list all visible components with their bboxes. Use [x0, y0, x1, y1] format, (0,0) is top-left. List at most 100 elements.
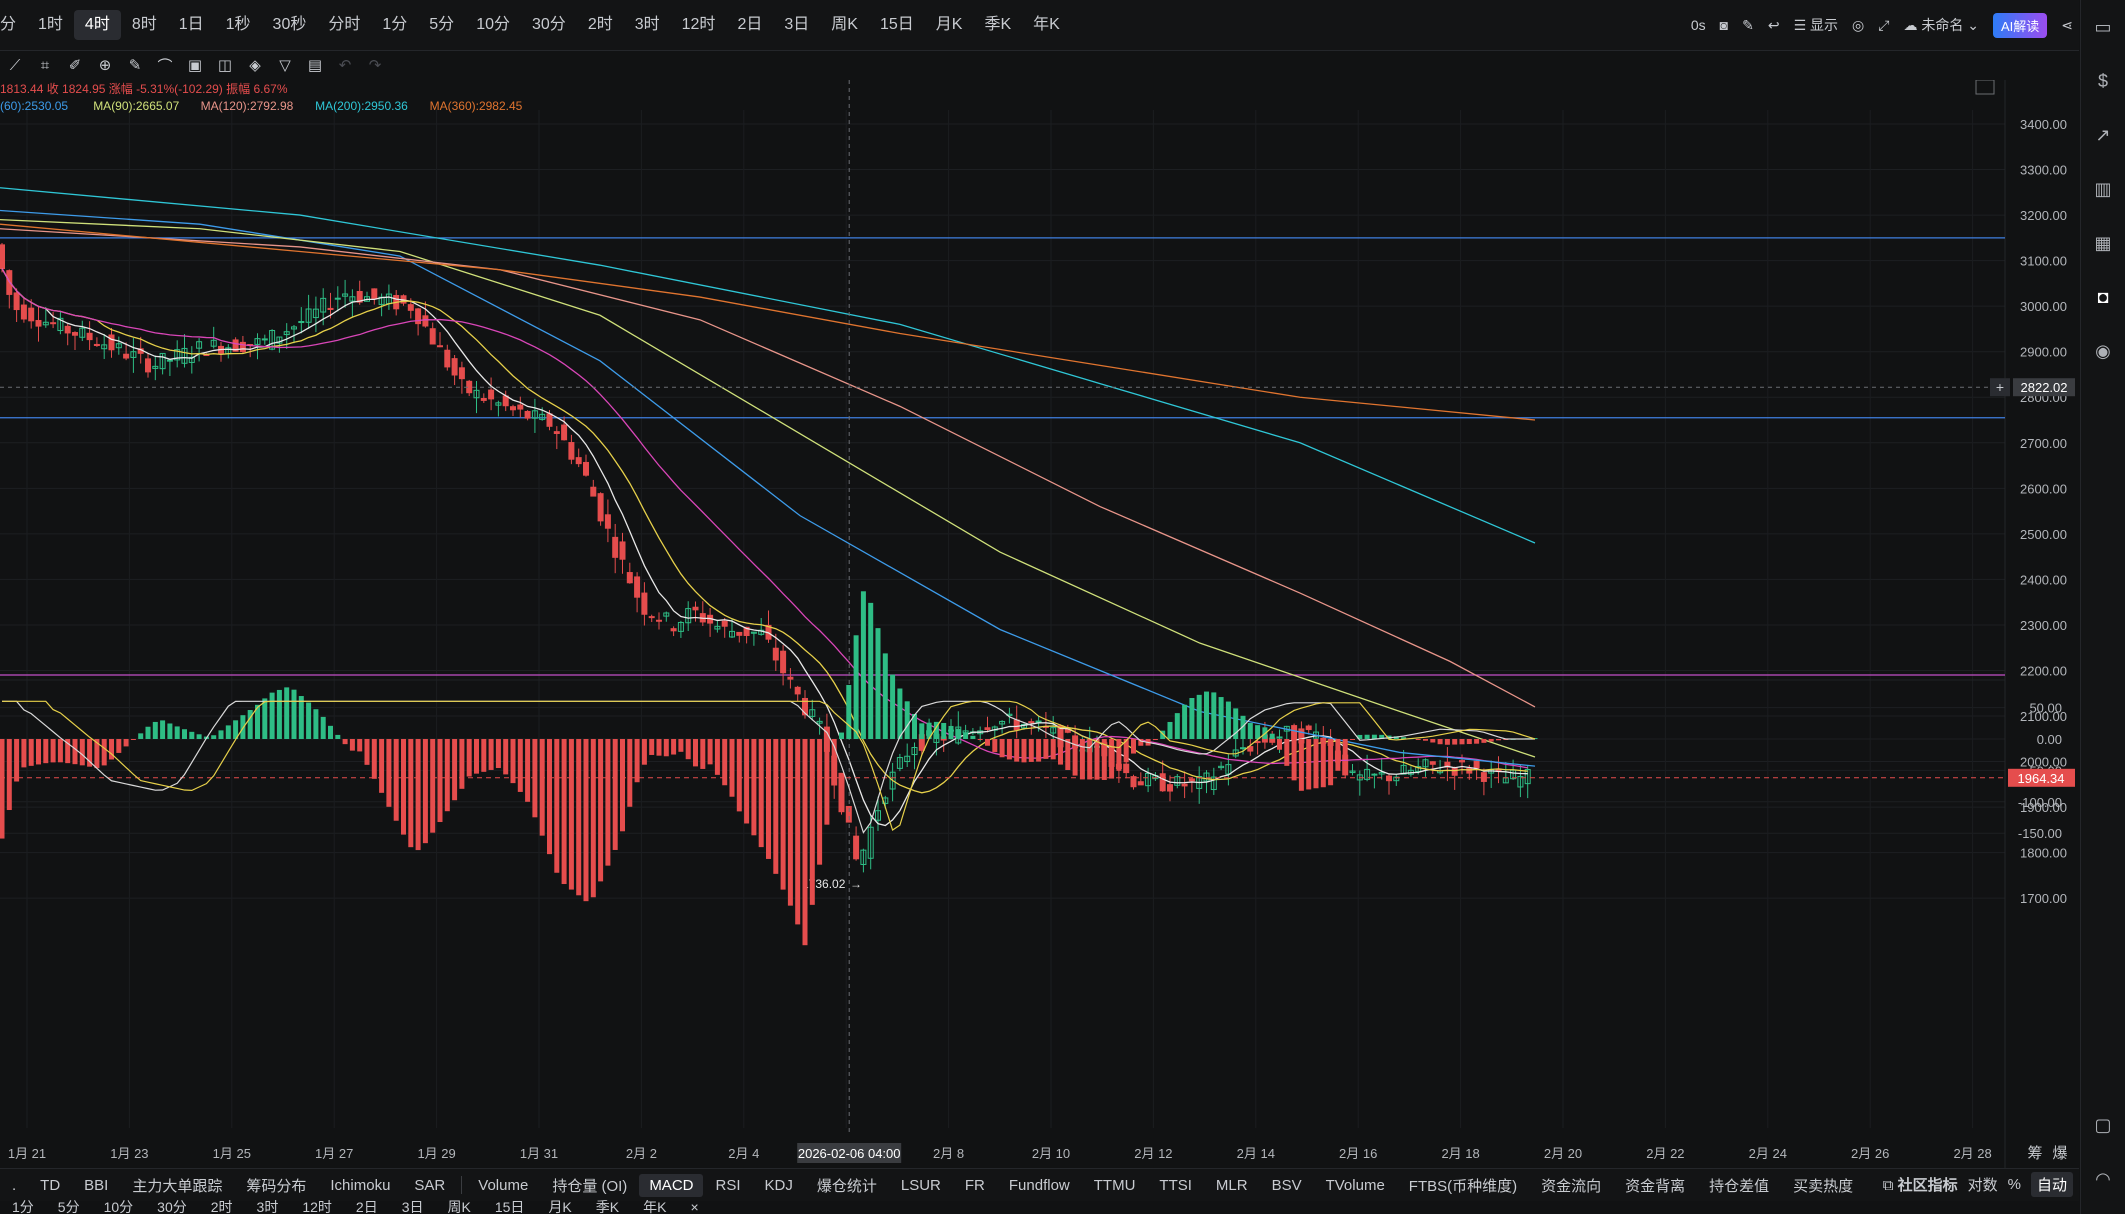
percent-toggle[interactable]: %: [2007, 1175, 2021, 1193]
indicator-20[interactable]: FTBS(币种维度): [1408, 1177, 1518, 1195]
timeframe-4[interactable]: 1日: [178, 16, 204, 33]
line-tool-icon[interactable]: ⟋: [9, 56, 21, 74]
zoom-tool-icon[interactable]: ⊕: [98, 57, 112, 74]
redo-icon[interactable]: ↷: [368, 57, 382, 74]
visibility-tool-icon[interactable]: ◫: [217, 57, 233, 74]
bottom-timeframe-9[interactable]: 周K: [447, 1200, 471, 1214]
indicator-21[interactable]: 资金流向: [1541, 1177, 1602, 1195]
indicator-4[interactable]: Ichimoku: [330, 1176, 391, 1194]
bottom-timeframe-4[interactable]: 2时: [210, 1200, 233, 1214]
bottom-timeframe-5[interactable]: 3时: [256, 1200, 279, 1214]
magnet-tool-icon[interactable]: ⌒: [157, 57, 173, 75]
bottom-timeframe-13[interactable]: 年K: [643, 1200, 667, 1214]
panel-icon[interactable]: ▢: [2094, 1114, 2112, 1135]
bottom-timeframe-8[interactable]: 3日: [401, 1200, 424, 1214]
community-indicator-button[interactable]: ⧉ 社区指标: [1882, 1176, 1958, 1194]
indicator-3[interactable]: 筹码分布: [246, 1177, 307, 1195]
indicator-24[interactable]: 买卖热度: [1793, 1177, 1854, 1195]
indicator-17[interactable]: MLR: [1215, 1176, 1248, 1194]
add-alert-button[interactable]: [1990, 378, 2010, 397]
indicator-15[interactable]: TTMU: [1093, 1176, 1136, 1194]
timeframe-18[interactable]: 15日: [879, 16, 914, 33]
ruler-tool-icon[interactable]: ✐: [68, 57, 82, 74]
corner-label-b[interactable]: 爆: [2052, 1145, 2067, 1162]
bottom-timeframe-1[interactable]: 5分: [57, 1200, 80, 1214]
indicator-7[interactable]: 持仓量 (OI): [552, 1177, 628, 1195]
ai-button[interactable]: AI解读: [1992, 12, 2048, 38]
fullscreen-icon[interactable]: ⤢: [1878, 16, 1890, 33]
dollar-icon[interactable]: $: [2097, 70, 2108, 91]
depth-icon[interactable]: ▦: [2094, 232, 2112, 253]
crop-tool-icon[interactable]: ⌗: [40, 56, 50, 74]
timeframe-11[interactable]: 30分: [532, 16, 566, 33]
indicator-22[interactable]: 资金背离: [1625, 1177, 1686, 1195]
indicator-11[interactable]: 爆仓统计: [816, 1177, 877, 1195]
indicator-13[interactable]: FR: [964, 1176, 985, 1194]
timeframe-1[interactable]: 1时: [38, 16, 63, 33]
timeframe-10[interactable]: 10分: [476, 16, 510, 33]
timeframe-17[interactable]: 周K: [831, 16, 858, 33]
corner-label-a[interactable]: 筹: [2027, 1145, 2042, 1162]
bottom-timeframe-3[interactable]: 30分: [157, 1200, 187, 1214]
layout-button[interactable]: ☁ 未命名 ⌄: [1903, 17, 1979, 33]
indicator-12[interactable]: LSUR: [900, 1176, 941, 1194]
headset-icon[interactable]: ◠: [2095, 1168, 2111, 1189]
timeframe-9[interactable]: 5分: [429, 16, 455, 33]
bottom-timeframe-2[interactable]: 10分: [103, 1200, 134, 1214]
indicator-23[interactable]: 持仓差值: [1709, 1177, 1770, 1195]
timeframe-16[interactable]: 3日: [784, 16, 810, 33]
bottom-timeframe-11[interactable]: 月K: [548, 1200, 572, 1214]
indicator-10[interactable]: KDJ: [764, 1176, 793, 1194]
settings-icon[interactable]: ◎: [1852, 16, 1865, 33]
indicator-1[interactable]: BBI: [84, 1176, 109, 1194]
indicator-14[interactable]: Fundflow: [1008, 1176, 1070, 1194]
log-toggle[interactable]: 对数: [1967, 1176, 1998, 1194]
timeframe-7[interactable]: 分时: [328, 16, 361, 33]
reply-icon[interactable]: ↩: [1767, 16, 1780, 33]
indicator-0[interactable]: TD: [40, 1176, 61, 1194]
undo-icon[interactable]: ↶: [338, 57, 352, 74]
robot-icon[interactable]: ◘: [2097, 286, 2109, 307]
share-icon[interactable]: ⋖: [2061, 16, 2073, 33]
indicator-5[interactable]: SAR: [414, 1176, 446, 1194]
doc-icon[interactable]: ▭: [2094, 16, 2112, 37]
pen-icon[interactable]: ✎: [1742, 16, 1754, 33]
indicator-18[interactable]: BSV: [1271, 1176, 1302, 1194]
timeframe-21[interactable]: 年K: [1033, 16, 1060, 33]
indicator-19[interactable]: TVolume: [1325, 1176, 1385, 1194]
timeframe-20[interactable]: 季K: [984, 16, 1012, 33]
fullscreen-plot-icon[interactable]: [1975, 80, 1995, 95]
indicator-partial[interactable]: .: [12, 1176, 17, 1194]
lock-tool-icon[interactable]: ▣: [187, 57, 203, 74]
chart-icon[interactable]: ▥: [2094, 178, 2112, 199]
indicator-16[interactable]: TTSI: [1159, 1176, 1192, 1194]
indicator-6[interactable]: Volume: [478, 1176, 529, 1194]
bottom-timeframe-0[interactable]: 1分: [12, 1200, 34, 1214]
timeframe-14[interactable]: 12时: [681, 16, 716, 33]
filter-tool-icon[interactable]: ▽: [279, 57, 291, 74]
price-chart[interactable]: 3400.00 3300.00 3200.00 3100.00 3000.00 2900.…: [0, 80, 2079, 1168]
trash-tool-icon[interactable]: ▤: [307, 57, 323, 74]
plus-icon[interactable]: +: [1996, 379, 2004, 395]
bottom-timeframe-12[interactable]: 季K: [595, 1200, 620, 1214]
timeframe-5[interactable]: 1秒: [225, 16, 251, 33]
display-button[interactable]: ☰ 显示: [1793, 17, 1839, 33]
bottom-timeframe-10[interactable]: 15日: [494, 1200, 525, 1214]
timeframe-8[interactable]: 1分: [382, 16, 408, 33]
timeframe-12[interactable]: 2时: [587, 16, 613, 33]
trend-icon[interactable]: ↗: [2095, 124, 2111, 145]
brush-tool-icon[interactable]: ✎: [128, 57, 142, 74]
timeframe-0[interactable]: 分: [0, 16, 17, 33]
tag-tool-icon[interactable]: ◈: [249, 57, 261, 74]
bottom-timeframe-6[interactable]: 12时: [302, 1200, 332, 1214]
coin-icon[interactable]: ◉: [2095, 340, 2111, 361]
timeframe-19[interactable]: 月K: [935, 16, 963, 33]
timeframe-6[interactable]: 30秒: [272, 16, 307, 33]
indicator-9[interactable]: RSI: [715, 1176, 741, 1194]
timeframe-3[interactable]: 8时: [131, 16, 157, 33]
camera-icon[interactable]: ◙: [1719, 17, 1729, 33]
auto-toggle[interactable]: 自动: [2030, 1171, 2073, 1197]
indicator-8[interactable]: MACD: [639, 1173, 704, 1197]
close-icon[interactable]: ×: [690, 1200, 699, 1214]
indicator-2[interactable]: 主力大单跟踪: [132, 1177, 223, 1195]
